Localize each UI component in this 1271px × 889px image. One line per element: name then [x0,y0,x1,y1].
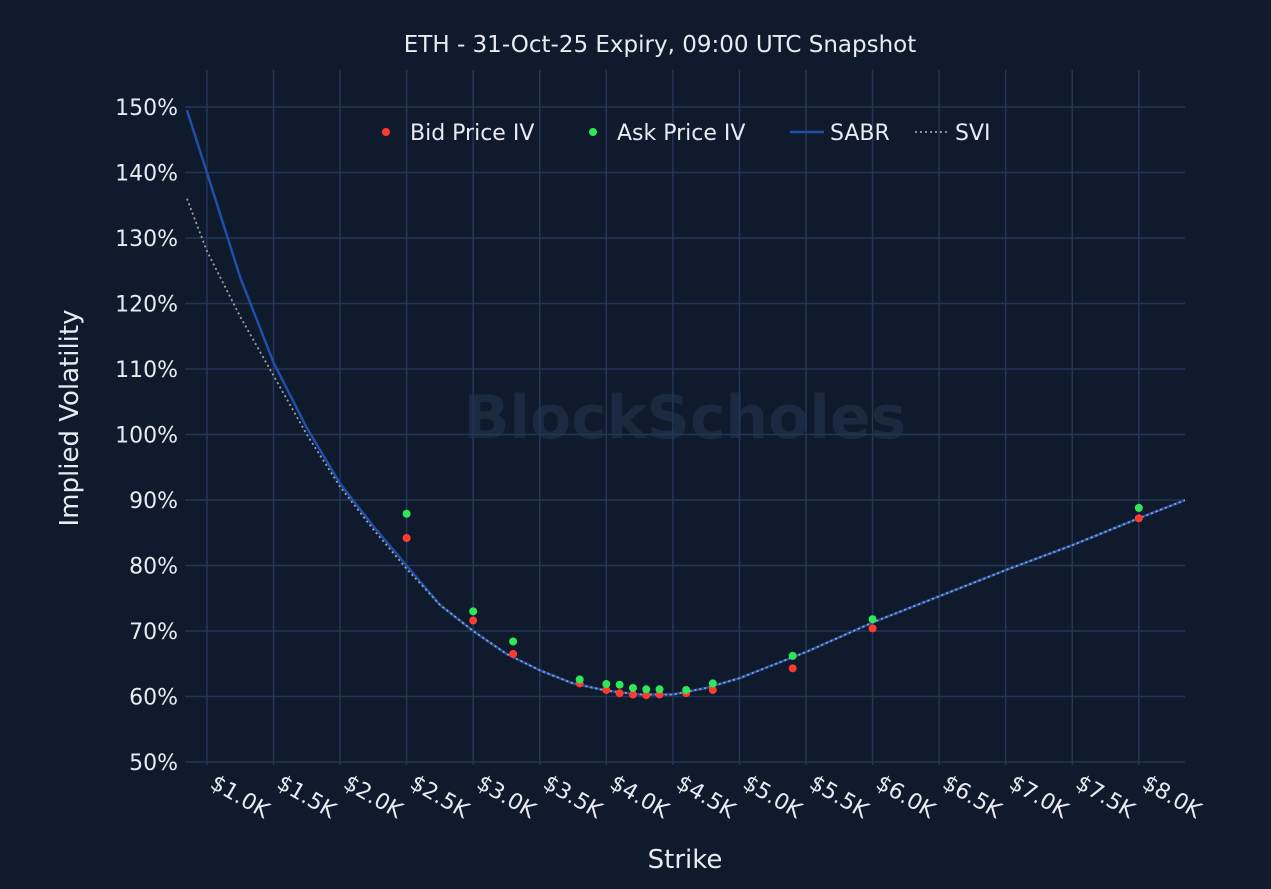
ask-price-iv-point [868,615,877,624]
ask-price-iv-point [642,685,651,694]
legend: Bid Price IV Ask Price IV SABR SVI [382,121,991,146]
ask-price-iv-point [575,675,584,684]
bid-price-iv-point [402,533,411,542]
ask-price-iv-point [1134,503,1143,512]
x-tick-label: $7.0K [1005,771,1073,825]
x-tick-label: $5.5K [805,771,873,825]
legend-ask-price-iv-label: Ask Price IV [617,121,745,146]
x-tick-label: $1.0K [206,771,274,825]
bid-price-iv-point [469,616,478,625]
grid [185,70,1185,765]
x-tick-label: $7.5K [1071,771,1139,825]
y-tick-label: 60% [129,686,178,711]
y-tick-label: 120% [115,293,178,318]
legend-bid-price-iv-swatch [382,128,390,136]
ask-price-iv-point [402,509,411,518]
y-axis-title: Implied Volatility [55,310,85,527]
bid-price-iv-point [788,664,797,673]
x-tick-label: $4.5K [672,771,740,825]
ask-price-iv-point [615,680,624,689]
bid-price-iv-point [602,685,611,694]
watermark: BlockScholes [464,383,907,453]
bid-price-iv-point [868,624,877,633]
legend-svi-label: SVI [955,121,991,146]
sabr-curve [185,109,1185,696]
ask-price-iv-point [509,637,518,646]
bid-price-iv-point [708,685,717,694]
ask-price-iv-point [469,607,478,616]
y-tick-label: 80% [129,555,178,580]
x-axis-ticks: $1.0K $1.5K $2.0K $2.5K $3.0K $3.5K $4.0K $4.5K… [206,771,1206,825]
x-tick-label: $1.5K [273,771,341,825]
x-tick-label: $3.5K [539,771,607,825]
chart-title: ETH - 31-Oct-25 Expiry, 09:00 UTC Snapsh… [404,32,917,58]
legend-sabr-label: SABR [830,121,890,146]
x-tick-label: $4.0K [605,771,673,825]
ask-price-iv-point [682,685,691,694]
bid-price-iv-point [615,689,624,698]
fitted-curves [185,109,1185,696]
x-tick-label: $8.0K [1138,771,1206,825]
bid-price-iv-point [628,690,637,699]
bid-price-iv-point [509,649,518,658]
data-points [402,503,1143,700]
y-tick-label: 140% [115,162,178,187]
legend-bid-price-iv-label: Bid Price IV [410,121,534,146]
ask-price-iv-point [655,685,664,694]
y-tick-label: 90% [129,489,178,514]
x-tick-label: $2.0K [339,771,407,825]
x-axis-title: Strike [648,845,723,875]
legend-ask-price-iv-swatch [589,128,597,136]
y-tick-label: 100% [115,424,178,449]
ask-price-iv-point [602,680,611,689]
y-tick-label: 150% [115,96,178,121]
x-tick-label: $3.0K [472,771,540,825]
x-tick-label: $2.5K [406,771,474,825]
x-tick-label: $6.0K [872,771,940,825]
x-tick-label: $6.5K [938,771,1006,825]
ask-price-iv-point [708,679,717,688]
bid-price-iv-point [1134,514,1143,523]
y-tick-label: 50% [129,751,178,776]
ask-price-iv-point [628,683,637,692]
y-axis-ticks: 50% 60% 70% 80% 90% 100% 110% 120% 130% 140% 150% [115,96,178,776]
x-tick-label: $5.0K [738,771,806,825]
y-tick-label: 130% [115,227,178,252]
y-tick-label: 70% [129,620,178,645]
ask-price-iv-point [788,651,797,660]
y-tick-label: 110% [115,358,178,383]
bid-price-iv-point [642,691,651,700]
